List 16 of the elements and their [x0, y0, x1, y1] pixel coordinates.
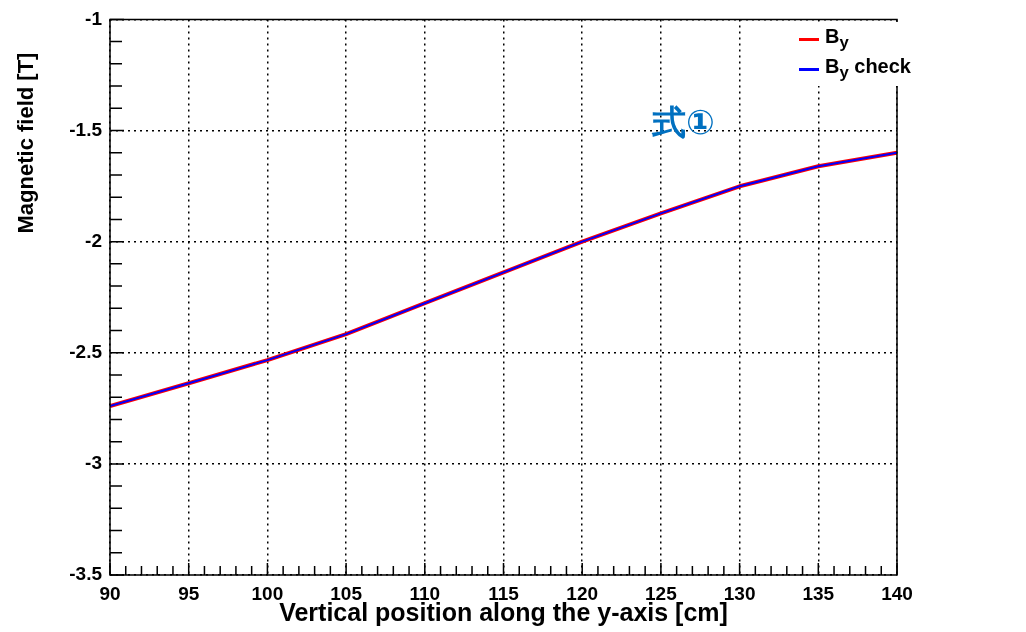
y-tick-label: -1 [85, 7, 103, 29]
legend-label: B$_{y}$ check [825, 55, 911, 83]
y-axis-title: Magnetic field [T] [13, 51, 39, 236]
y-tick-label: -3.5 [69, 563, 103, 585]
y-tick-label: -2.5 [69, 340, 103, 362]
y-tick-label: -1.5 [69, 118, 103, 140]
x-tick-label: 120 [566, 582, 599, 604]
y-tick-label: -3 [85, 452, 102, 474]
x-tick-label: 95 [178, 582, 200, 604]
y-tick-label: -2 [85, 229, 102, 251]
x-tick-label: 140 [881, 582, 913, 604]
annotation: 式① [652, 102, 715, 142]
x-tick-label: 100 [251, 582, 284, 604]
x-tick-label: 135 [802, 582, 835, 604]
legend-label: B$_{y}$ [825, 25, 849, 53]
x-tick-label: 90 [99, 582, 121, 604]
